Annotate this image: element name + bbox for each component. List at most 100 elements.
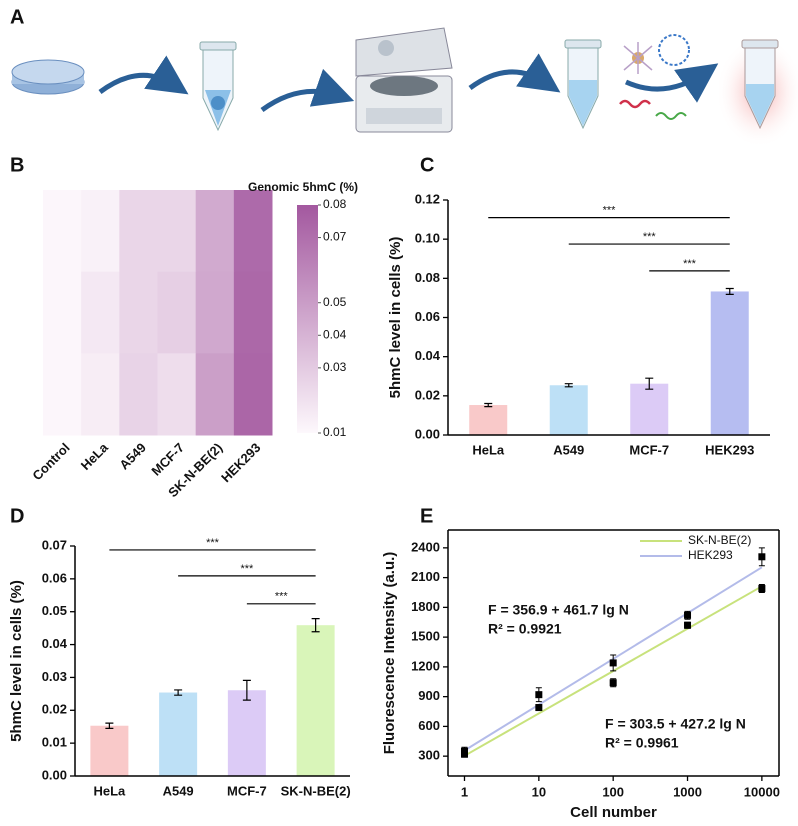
bar [296,625,335,776]
y-tick-label: 0.12 [415,191,440,206]
y-tick-label: 0.08 [415,270,440,285]
x-tick-label: HeLa [472,442,505,457]
heatmap-cell [119,190,158,273]
bar [227,690,266,776]
data-point [684,611,692,619]
y-tick-label: 0.04 [42,636,68,651]
y-tick-label: 0.01 [42,735,67,750]
data-point [460,747,468,755]
x-tick-label: HEK293 [218,440,263,485]
error-bar [311,618,320,633]
equation: F = 356.9 + 461.7 lg N [488,602,629,618]
colorbar-tick-label: 0.05 [323,295,347,309]
bar [710,291,749,435]
legend-label: HEK293 [688,548,733,562]
heatmap-cell [81,190,120,273]
error-bar [484,402,493,408]
y-axis-label: 5hmC level in cells (%) [8,580,25,742]
heatmap-cell [81,271,120,354]
legend-label: SK-N-BE(2) [688,533,751,547]
panel-label: A [10,6,24,28]
panel-label: C [420,154,434,176]
heatmap-cell [195,190,235,273]
colorbar-tick-label: 0.03 [323,360,347,374]
heatmap-cell [43,190,82,273]
x-tick-label: SK-N-BE(2) [281,783,351,798]
y-axis-label: Fluorescence Intensity (a.u.) [381,552,398,755]
heatmap-cell [233,353,273,436]
y-tick-label: 0.00 [42,767,67,782]
colorbar [297,205,318,433]
r-squared: R² = 0.9961 [605,735,679,751]
heatmap-cell [119,271,158,354]
bar [549,385,588,435]
error-bar [242,679,251,701]
y-tick-label: 0.10 [415,231,440,246]
heatmap-cell [43,353,82,436]
significance-label: *** [603,205,617,217]
data-point [535,704,543,712]
y-tick-label: 600 [418,718,440,733]
y-tick-label: 0.05 [42,603,67,618]
y-tick-label: 300 [418,748,440,763]
x-tick-label: MCF-7 [629,442,669,457]
schematic [11,27,798,148]
x-tick-label: 10000 [744,784,780,799]
heatmap-cell [233,271,273,354]
x-tick-label: HeLa [93,783,126,798]
bar [159,692,198,776]
error-bar [174,689,183,696]
panel-label: B [10,154,24,176]
heatmap-cell [195,353,235,436]
y-tick-label: 0.06 [42,570,67,585]
data-point [758,553,766,561]
x-tick-label: A549 [163,783,194,798]
heatmap-cell [43,271,82,354]
colorbar-title: Genomic 5hmC (%) [248,180,358,194]
y-tick-label: 1800 [411,599,440,614]
colorbar-tick-label: 0.08 [323,197,347,211]
data-point [609,659,617,667]
significance-label: *** [643,231,657,243]
y-tick-label: 0.06 [415,309,440,324]
y-tick-label: 1500 [411,629,440,644]
heatmap-cell [157,353,197,436]
y-tick-label: 0.02 [42,702,67,717]
y-tick-label: 0.03 [42,669,67,684]
panel-label: D [10,505,24,527]
x-tick-label: HEK293 [705,442,754,457]
bar [469,405,508,435]
y-tick-label: 2400 [411,539,440,554]
x-tick-label: 10 [532,784,546,799]
y-tick-label: 900 [418,688,440,703]
y-tick-label: 2100 [411,569,440,584]
y-axis-label: 5hmC level in cells (%) [387,237,404,399]
x-tick-label: 1 [461,784,468,799]
y-tick-label: 0.04 [415,348,441,363]
error-bar [564,383,573,388]
y-tick-label: 0.00 [415,426,440,441]
y-tick-label: 0.07 [42,537,67,552]
x-tick-label: A549 [553,442,584,457]
heatmap-cell [157,190,197,273]
error-bar [645,377,654,390]
heatmap-cell [195,271,235,354]
heatmap-cell [157,271,197,354]
data-point [758,585,766,593]
data-point [535,691,543,699]
significance-label: *** [206,537,220,549]
data-point [684,621,692,629]
colorbar-tick-label: 0.01 [323,425,347,439]
y-tick-label: 1200 [411,658,440,673]
bar [90,725,129,776]
colorbar-tick-label: 0.07 [323,230,347,244]
significance-label: *** [683,258,697,270]
heatmap-cell [119,353,158,436]
panel-label: E [420,505,433,527]
data-point [609,679,617,687]
x-tick-label: 100 [602,784,624,799]
heatmap-cell [233,190,273,273]
x-axis-label: Cell number [570,804,657,821]
colorbar-tick-label: 0.04 [323,327,347,341]
